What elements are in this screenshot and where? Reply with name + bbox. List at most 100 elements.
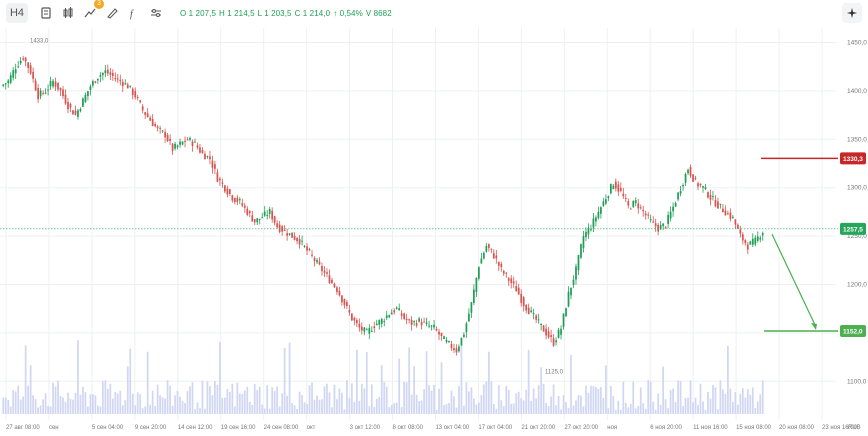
candle-body — [243, 205, 246, 208]
candle-body — [54, 81, 57, 87]
candle-body — [754, 237, 757, 245]
candle-body — [637, 203, 640, 209]
candles-icon[interactable] — [58, 3, 78, 23]
candle-body — [59, 87, 62, 91]
volume-bar — [699, 383, 702, 414]
volume-bar — [395, 402, 398, 414]
candle-body — [378, 320, 381, 325]
volume-bar — [510, 403, 513, 414]
volume-bar — [154, 406, 157, 414]
timeframe-button[interactable]: H4 — [6, 3, 28, 23]
candle-body — [510, 278, 513, 284]
volume-bar — [746, 389, 749, 414]
volume-bar — [654, 409, 657, 414]
candle-body — [161, 130, 164, 132]
volume-bar — [443, 405, 445, 414]
volume-bar — [94, 395, 97, 414]
volume-bar — [612, 395, 615, 414]
volume-bar — [388, 407, 391, 414]
volume-bar — [756, 401, 759, 414]
volume-bar — [161, 397, 164, 414]
candle-body — [106, 69, 109, 74]
candle-body — [303, 245, 306, 247]
volume-bar — [595, 386, 597, 414]
volume-bar — [194, 409, 196, 414]
max-price-label: 1433,0 — [30, 39, 49, 45]
candle-body — [682, 184, 684, 187]
candle-body — [428, 325, 430, 327]
chart-type-icon[interactable] — [36, 3, 56, 23]
candle-body — [2, 84, 5, 86]
volume-bar — [619, 409, 622, 414]
candle-body — [331, 279, 333, 284]
candle-body — [231, 195, 234, 201]
candle-body — [712, 196, 714, 198]
candle-body — [296, 237, 298, 242]
candle-body — [445, 339, 448, 342]
candle-body — [672, 206, 674, 212]
target-price-tag — [840, 324, 866, 337]
candle-body — [749, 241, 752, 245]
volume-bar — [614, 409, 617, 414]
candle-body — [515, 286, 518, 292]
candle-body — [181, 141, 184, 145]
volume-bar — [318, 399, 321, 414]
settings-sliders-icon[interactable] — [146, 3, 166, 23]
volume-bar — [609, 385, 612, 414]
candle-body — [360, 326, 363, 331]
volume-bar — [271, 387, 274, 414]
volume-bar — [542, 383, 545, 414]
function-icon[interactable]: f — [124, 3, 144, 23]
x-tick-label: 3 окт 12:00 — [350, 425, 381, 431]
volume-bar — [458, 386, 460, 414]
candle-body — [532, 313, 535, 315]
volume-bar — [346, 380, 348, 414]
candle-body — [557, 329, 560, 338]
volume-bar — [263, 408, 266, 414]
volume-bar — [570, 354, 572, 414]
volume-bar — [430, 390, 433, 414]
volume-bar — [562, 395, 565, 414]
candle-body — [129, 85, 132, 87]
volume-bar — [727, 346, 729, 414]
ai-sparkle-icon[interactable] — [842, 3, 862, 23]
volume-bar — [301, 395, 303, 414]
volume-bar — [739, 393, 742, 414]
candle-body — [629, 208, 632, 210]
volume-bar — [438, 388, 440, 414]
candle-body — [592, 218, 595, 228]
resistance-price-tag — [840, 152, 866, 165]
candle-body — [199, 147, 201, 153]
volume-bar — [497, 385, 500, 414]
candle-body — [602, 201, 605, 207]
candle-body — [273, 216, 276, 223]
volume-bar — [712, 384, 714, 414]
candle-body — [169, 138, 171, 141]
candle-body — [395, 307, 398, 309]
volume-bar — [567, 408, 570, 414]
candle-body — [540, 323, 542, 326]
candle-body — [517, 287, 520, 295]
volume-bar — [677, 380, 679, 414]
draw-icon[interactable] — [102, 3, 122, 23]
candle-body — [699, 183, 702, 186]
volume-bar — [169, 385, 171, 414]
candle-body — [179, 141, 181, 145]
volume-bar — [704, 409, 707, 414]
indicators-icon[interactable]: 3 — [80, 0, 104, 23]
candle-body — [500, 263, 503, 268]
volume-bar — [87, 406, 89, 414]
volume-bar — [358, 400, 361, 414]
y-tick-label: 1400,0 — [847, 88, 867, 95]
volume-bar — [336, 399, 338, 414]
volume-bar — [298, 391, 301, 414]
candle-body — [154, 124, 157, 127]
volume-bar — [316, 395, 318, 414]
candle-body — [174, 143, 176, 149]
volume-bar — [243, 390, 246, 414]
volume-bar — [268, 408, 271, 414]
volume-bar — [637, 406, 640, 414]
volume-bar — [475, 404, 478, 414]
volume-bar — [485, 381, 488, 414]
